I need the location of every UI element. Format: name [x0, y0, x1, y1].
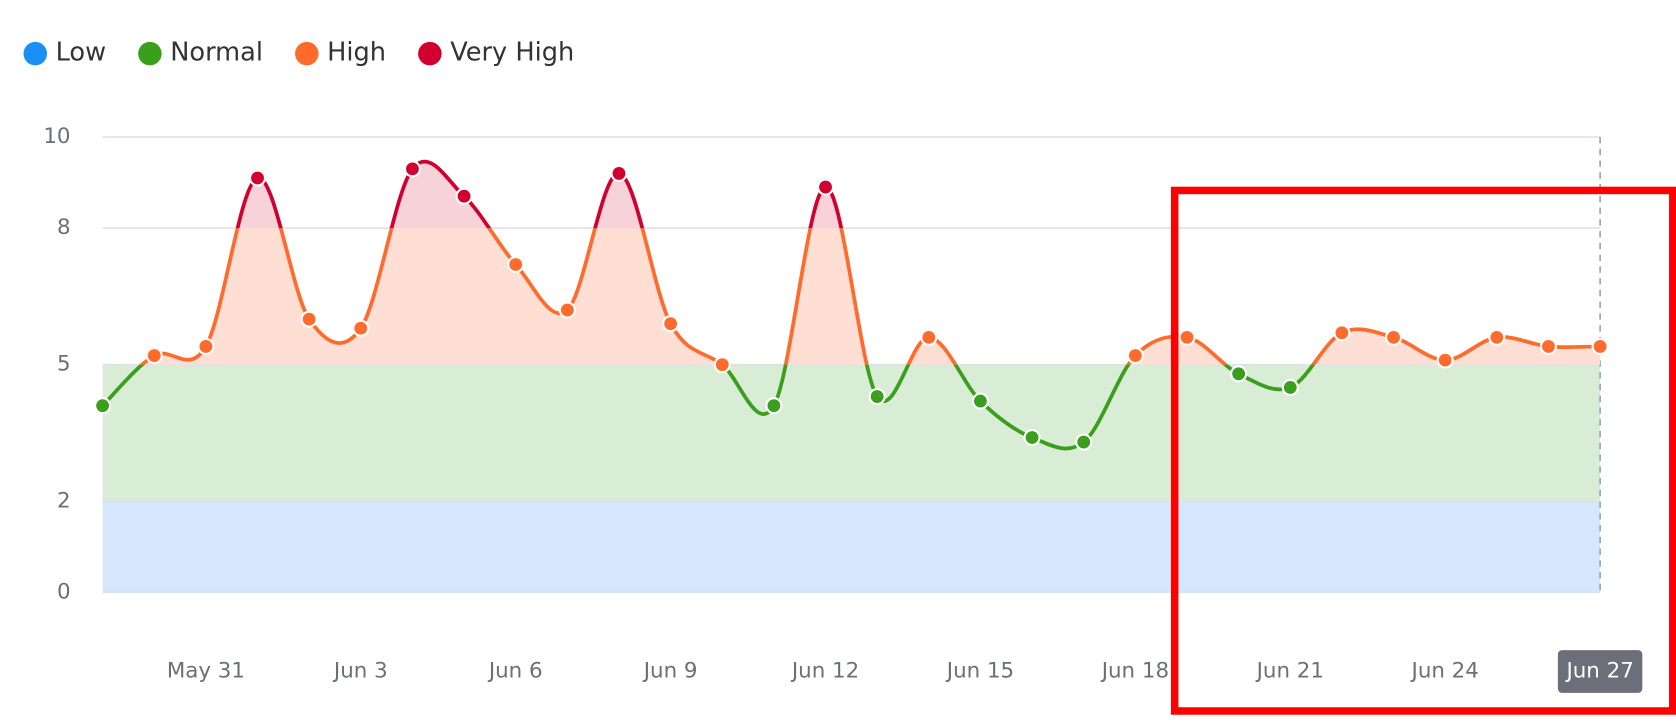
point	[1591, 337, 1609, 356]
legend-marker	[418, 41, 442, 66]
point	[765, 397, 783, 415]
legend-label: Normal	[170, 38, 263, 68]
point	[1436, 351, 1454, 369]
point	[1385, 328, 1403, 346]
x-tick-label: Jun 24	[1410, 658, 1479, 683]
point	[145, 347, 163, 365]
point	[352, 319, 370, 337]
x-tick-label: Jun 9	[642, 658, 698, 683]
point	[662, 315, 680, 333]
point	[300, 310, 318, 328]
point	[1488, 328, 1506, 346]
point	[1281, 378, 1299, 396]
y-tick-label: 8	[57, 215, 71, 240]
x-tick-label: Jun 15	[945, 658, 1014, 683]
legend-marker	[295, 41, 319, 66]
y-tick-label: 10	[43, 124, 70, 149]
point	[610, 164, 628, 182]
point	[248, 169, 267, 187]
point	[455, 187, 473, 205]
line	[139, 228, 1601, 365]
point	[1023, 428, 1041, 447]
x-tick-label: Jun 3	[332, 658, 388, 683]
point	[713, 356, 731, 374]
point	[558, 301, 576, 319]
x-tick-label: Jun 27	[1564, 658, 1633, 683]
point	[816, 178, 835, 196]
point	[1539, 337, 1558, 356]
point	[920, 328, 938, 346]
point	[1178, 328, 1196, 346]
x-tick-label: May 31	[167, 658, 245, 683]
point	[1230, 365, 1248, 383]
legend-label: High	[327, 38, 386, 68]
x-tick-label: Jun 6	[487, 658, 543, 683]
x-tick-label: Jun 21	[1255, 658, 1324, 683]
x-tick-highlight	[1557, 650, 1643, 693]
y-tick-label: 2	[57, 488, 71, 513]
area	[142, 228, 1601, 365]
legend-label: Very High	[450, 38, 574, 68]
x-tick-label: Jun 12	[790, 658, 859, 683]
point	[507, 255, 525, 274]
x-tick-label: Jun 18	[1100, 658, 1169, 683]
point	[197, 337, 215, 356]
band	[102, 501, 1601, 593]
y-tick-label: 0	[57, 579, 71, 604]
point	[1126, 347, 1144, 365]
legend-label: Low	[56, 38, 106, 68]
point	[971, 392, 990, 410]
point	[1333, 324, 1351, 342]
legend-marker	[23, 41, 48, 66]
y-tick-label: 5	[57, 352, 71, 377]
legend-marker	[138, 41, 162, 66]
point	[94, 397, 112, 415]
point	[403, 160, 421, 178]
band	[102, 364, 1601, 502]
point	[868, 387, 886, 406]
point	[1075, 433, 1093, 451]
highlight-box	[1170, 186, 1676, 715]
